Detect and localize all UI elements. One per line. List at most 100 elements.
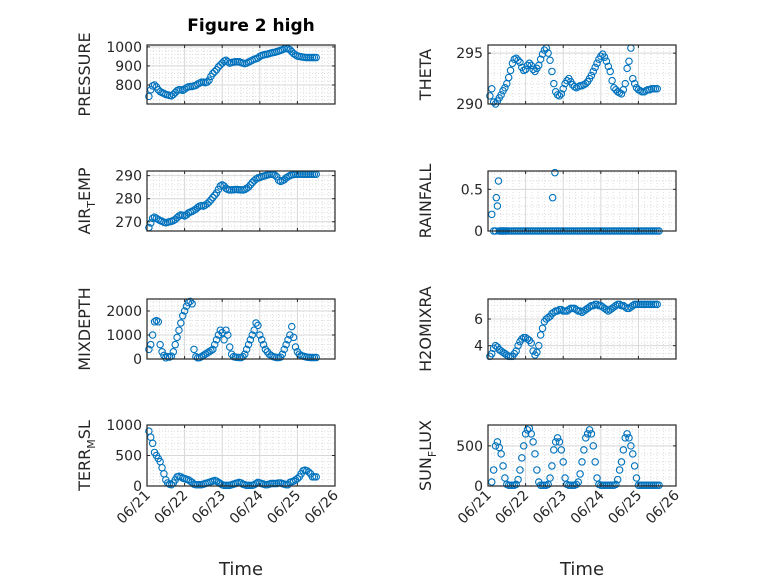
data-point <box>175 326 183 334</box>
data-point <box>210 67 219 76</box>
data-point <box>629 74 637 83</box>
data-point <box>591 63 599 72</box>
data-point <box>546 56 554 65</box>
data-point <box>282 174 290 182</box>
data-point <box>630 79 639 88</box>
data-point <box>246 181 255 189</box>
data-point <box>224 331 232 339</box>
data-point <box>602 57 611 66</box>
data-point <box>610 83 618 92</box>
data-point <box>612 480 620 489</box>
data-point <box>557 90 566 98</box>
data-point <box>150 213 159 221</box>
data-point <box>261 345 270 354</box>
data-point <box>209 193 217 202</box>
data-point <box>201 350 210 358</box>
y-axis-label-main: AIR <box>75 208 94 235</box>
data-point <box>655 481 663 489</box>
data-point <box>178 312 187 320</box>
data-point <box>574 478 582 486</box>
data-point <box>512 54 520 62</box>
y-tick-label: 1000 <box>106 40 142 56</box>
data-point <box>244 183 253 191</box>
data-point <box>150 81 159 89</box>
data-point <box>582 79 590 88</box>
data-point <box>203 200 211 208</box>
axes-frame <box>487 424 677 487</box>
data-point <box>514 475 522 484</box>
y-axis-label-tail: EMP <box>75 167 94 201</box>
data-point <box>548 193 557 202</box>
data-point <box>630 462 639 470</box>
data-point <box>623 430 631 438</box>
data-point <box>597 52 605 60</box>
data-point <box>203 78 211 86</box>
data-point <box>244 340 253 349</box>
data-point <box>523 426 532 434</box>
subplot-h2omixra: 4 6 H2OMIXRA <box>416 286 677 372</box>
data-point <box>291 343 300 351</box>
data-point <box>252 319 260 327</box>
data-point <box>312 473 320 481</box>
data-point <box>551 168 559 177</box>
data-point <box>531 450 539 458</box>
data-point <box>216 61 225 69</box>
data-point <box>589 67 598 76</box>
y-axis-label-main: PRESSURE <box>75 32 94 116</box>
data-point <box>288 322 296 331</box>
data-point <box>533 466 541 474</box>
data-point <box>548 67 556 76</box>
data-point <box>494 177 503 185</box>
data-point <box>207 346 215 355</box>
data-point <box>192 352 200 361</box>
data-point <box>555 92 564 100</box>
data-point <box>632 474 641 482</box>
data-point <box>173 333 181 342</box>
subplot-mixdepth: 0 1000 2000 MIXDEPTH <box>75 287 336 371</box>
data-point <box>527 61 535 70</box>
data-point <box>265 350 273 358</box>
data-point <box>289 49 298 58</box>
data-point <box>544 49 552 57</box>
data-point <box>250 326 258 334</box>
y-axis-label-main: THETA <box>416 49 435 101</box>
data-point <box>148 214 157 223</box>
y-axis-label: MIXDEPTH <box>75 287 94 370</box>
data-point <box>289 477 298 485</box>
y-tick-label: 0 <box>474 224 483 240</box>
data-point <box>546 474 554 482</box>
y-tick-label: 0.5 <box>461 182 483 198</box>
data-point <box>555 438 564 446</box>
data-point <box>222 326 230 334</box>
data-point <box>274 176 283 184</box>
y-tick-label: 6 <box>474 312 483 328</box>
data-point <box>150 318 159 326</box>
data-point <box>621 434 629 442</box>
y-tick-label: 0 <box>133 479 142 495</box>
data-point <box>158 348 166 356</box>
y-axis-label-subscript: T <box>85 201 98 209</box>
data-point <box>516 466 524 474</box>
y-tick-label: 0 <box>133 352 142 368</box>
data-point <box>209 345 217 354</box>
data-point <box>177 319 185 327</box>
axes-frame <box>146 44 336 105</box>
y-axis-label: RAINFALL <box>416 164 435 239</box>
data-point <box>535 341 543 350</box>
axes-frame <box>146 170 336 232</box>
data-point <box>242 345 251 354</box>
y-axis-label-main: TERR <box>75 449 94 492</box>
data-point <box>617 90 626 98</box>
data-point <box>148 439 157 448</box>
data-point <box>559 458 567 466</box>
data-point <box>207 196 215 204</box>
data-point <box>521 65 530 74</box>
data-point <box>491 341 500 350</box>
data-point <box>205 348 213 356</box>
data-point <box>286 331 294 339</box>
data-point <box>538 50 547 58</box>
y-axis-label: H2OMIXRA <box>416 286 435 372</box>
data-point <box>241 350 249 358</box>
data-point <box>608 76 616 85</box>
data-point <box>512 480 520 489</box>
